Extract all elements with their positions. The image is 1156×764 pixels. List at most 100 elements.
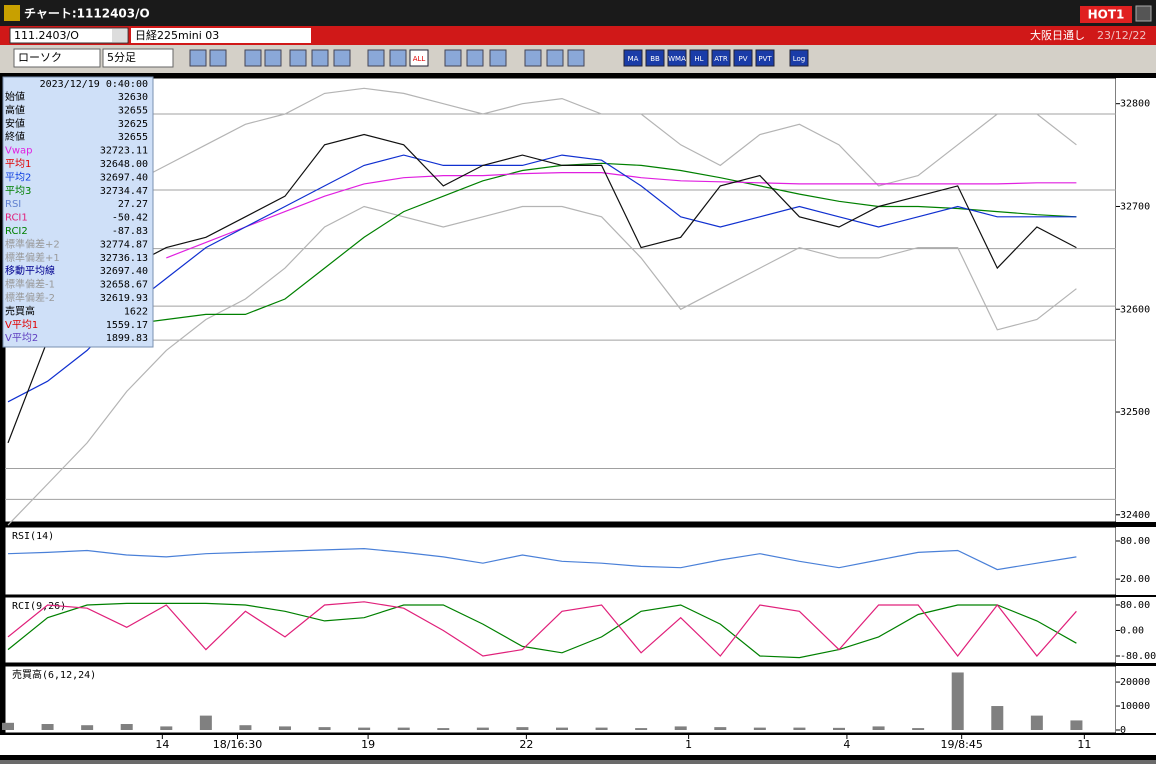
info-value: 32655	[118, 132, 148, 143]
tool-icon[interactable]	[333, 49, 351, 67]
info-value: 32648.00	[100, 159, 148, 170]
tool-icon[interactable]	[289, 49, 307, 67]
x-tick-label: 19/8:45	[940, 738, 982, 751]
volume-bar	[951, 672, 964, 731]
y-tick-label: -80.00	[1120, 651, 1156, 662]
tool-icon[interactable]	[189, 49, 207, 67]
tool-icon[interactable]	[524, 49, 542, 67]
series-line	[7, 205, 1077, 526]
y-tick-label: 80.00	[1120, 600, 1150, 611]
info-label: 高値	[5, 103, 25, 116]
info-label: 終値	[5, 130, 25, 143]
tool-icon[interactable]	[389, 49, 407, 67]
info-value: 32734.47	[100, 186, 148, 197]
volume-bar	[793, 727, 806, 731]
tool-button[interactable]	[645, 49, 665, 67]
series-line	[7, 162, 1077, 326]
panel-title: RSI(14)	[12, 531, 54, 542]
date: 23/12/22	[1097, 29, 1146, 42]
y-tick-label: 32800	[1120, 99, 1150, 110]
tool-icon[interactable]	[489, 49, 507, 67]
tool-button[interactable]	[689, 49, 709, 67]
tool-button-label: BB	[650, 55, 660, 63]
volume-bar	[872, 726, 885, 731]
volume-bar	[397, 727, 410, 731]
info-label: RCI2	[5, 226, 28, 237]
chart-kind-combo[interactable]	[13, 48, 101, 68]
volume-bar	[595, 727, 608, 731]
tool-icon[interactable]	[546, 49, 564, 67]
tool-icon[interactable]	[209, 49, 227, 67]
panel	[4, 665, 1117, 734]
series-line	[7, 601, 1077, 657]
tool-button[interactable]	[733, 49, 753, 67]
tool-icon[interactable]	[567, 49, 585, 67]
info-value: 32736.13	[100, 253, 148, 264]
tool-button[interactable]	[711, 49, 731, 67]
x-tick-label: 1	[685, 738, 692, 751]
tool-button-label: ALL	[413, 55, 426, 63]
y-tick-label: 32500	[1120, 407, 1150, 418]
info-label: 標準偏差-1	[5, 278, 55, 291]
info-value: 32697.40	[100, 266, 148, 277]
tool-button-label: HL	[694, 55, 703, 63]
info-label: 平均1	[5, 158, 31, 170]
info-value: 1622	[124, 306, 148, 317]
x-tick-label: 19	[361, 738, 375, 751]
info-label: 始値	[5, 90, 25, 103]
volume-bar	[556, 727, 568, 731]
volume-bar	[753, 727, 766, 731]
info-label: RSI	[5, 199, 21, 210]
interval-combo[interactable]	[102, 48, 174, 68]
y-tick-label: 80.00	[1120, 536, 1150, 547]
volume-bar	[1030, 715, 1043, 731]
volume-bar	[2, 722, 14, 731]
axis-bg	[1116, 666, 1156, 733]
y-tick-label: 10000	[1120, 701, 1150, 712]
y-tick-label: 0.00	[1120, 625, 1144, 636]
info-value: 32625	[118, 119, 148, 130]
series-line	[7, 133, 1077, 444]
info-label: RCI1	[5, 213, 28, 224]
volume-bar	[476, 727, 489, 731]
tool-icon[interactable]	[444, 49, 462, 67]
volume-bar	[516, 727, 529, 731]
volume-bar	[318, 727, 331, 731]
x-tick-label: 14	[155, 738, 169, 751]
tool-button[interactable]	[409, 49, 429, 67]
symbol-combo[interactable]	[9, 27, 129, 44]
info-value: 1899.83	[106, 333, 148, 344]
info-value: 32723.11	[100, 146, 148, 157]
hot-badge[interactable]	[1080, 6, 1132, 23]
tool-button-label: ATR	[714, 55, 728, 63]
info-label: 安値	[5, 117, 25, 130]
panel	[4, 77, 1117, 523]
combo-arrow[interactable]	[112, 29, 127, 42]
x-tick-label: 4	[843, 738, 850, 751]
volume-bar	[714, 727, 727, 731]
tool-icon[interactable]	[244, 49, 262, 67]
info-value: 32697.40	[100, 172, 148, 183]
tool-button[interactable]	[623, 49, 643, 67]
info-label: 売買高	[5, 304, 35, 317]
y-tick-label: 20.00	[1120, 574, 1150, 585]
tool-icon[interactable]	[466, 49, 484, 67]
tool-icon[interactable]	[367, 49, 385, 67]
tool-button[interactable]	[755, 49, 775, 67]
tool-button[interactable]	[789, 49, 809, 67]
tool-button[interactable]	[667, 49, 687, 67]
tool-icon[interactable]	[264, 49, 282, 67]
info-label: 標準偏差+1	[5, 251, 60, 264]
info-label: V平均1	[5, 319, 38, 331]
volume-bar	[239, 725, 252, 731]
tool-button-label: Log	[793, 55, 806, 63]
info-value: 32630	[118, 92, 148, 103]
info-value: 1559.17	[106, 320, 148, 331]
info-value: 32774.87	[100, 239, 148, 250]
info-value: 32619.93	[100, 293, 148, 304]
volume-bar	[160, 726, 173, 731]
tool-icon[interactable]	[311, 49, 329, 67]
close-button[interactable]	[1135, 5, 1152, 22]
hot-badge-text: HOT1	[1088, 8, 1125, 22]
